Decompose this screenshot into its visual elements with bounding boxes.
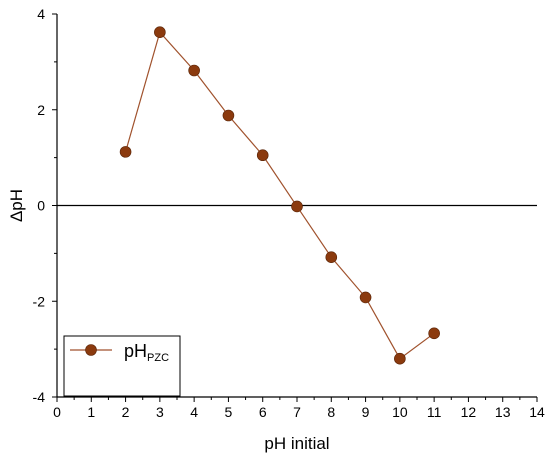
data-point [154, 26, 166, 38]
y-tick-label: 2 [37, 102, 45, 118]
data-point [222, 109, 235, 122]
x-tick-label: 8 [327, 404, 335, 420]
legend: pHPZC [63, 335, 181, 397]
x-axis-label: pH initial [264, 434, 329, 453]
y-axis-label: ΔpH [7, 189, 26, 222]
x-tick-label: 3 [156, 404, 164, 420]
x-axis-ticks: 0 1 2 3 4 5 6 7 8 9 10 11 12 13 14 [53, 397, 545, 420]
x-tick-label: 12 [461, 404, 477, 420]
x-tick-label: 9 [362, 404, 370, 420]
legend-box [63, 335, 181, 397]
legend-label-main: pH [124, 341, 147, 361]
x-tick-label: 4 [190, 404, 198, 420]
x-tick-label: 6 [259, 404, 267, 420]
y-tick-label: -4 [33, 389, 46, 405]
y-tick-label: 0 [37, 198, 45, 214]
series-points-phpzc [119, 26, 440, 365]
legend-marker-swatch [85, 344, 97, 356]
x-tick-label: 0 [53, 404, 61, 420]
x-tick-label: 1 [87, 404, 95, 420]
legend-label-subscript: PZC [147, 352, 169, 364]
x-tick-label: 7 [293, 404, 301, 420]
legend-label: pHPZC [124, 341, 169, 364]
y-tick-label: -2 [33, 293, 46, 309]
x-tick-label: 5 [225, 404, 233, 420]
series-line-phpzc [124, 30, 435, 360]
data-point [394, 352, 406, 365]
x-tick-label: 2 [122, 404, 130, 420]
x-tick-label: 14 [529, 404, 545, 420]
data-point [291, 200, 303, 213]
data-point [325, 251, 338, 264]
x-tick-label: 11 [427, 404, 442, 420]
y-tick-label: 4 [37, 6, 45, 22]
x-tick-label: 10 [392, 404, 408, 420]
data-point [119, 146, 132, 158]
data-point [359, 291, 372, 304]
data-point [256, 149, 269, 162]
x-tick-label: 13 [495, 404, 511, 420]
data-point [188, 64, 200, 77]
y-axis-ticks: -4 -2 0 2 4 [33, 6, 57, 405]
data-point [428, 327, 440, 340]
